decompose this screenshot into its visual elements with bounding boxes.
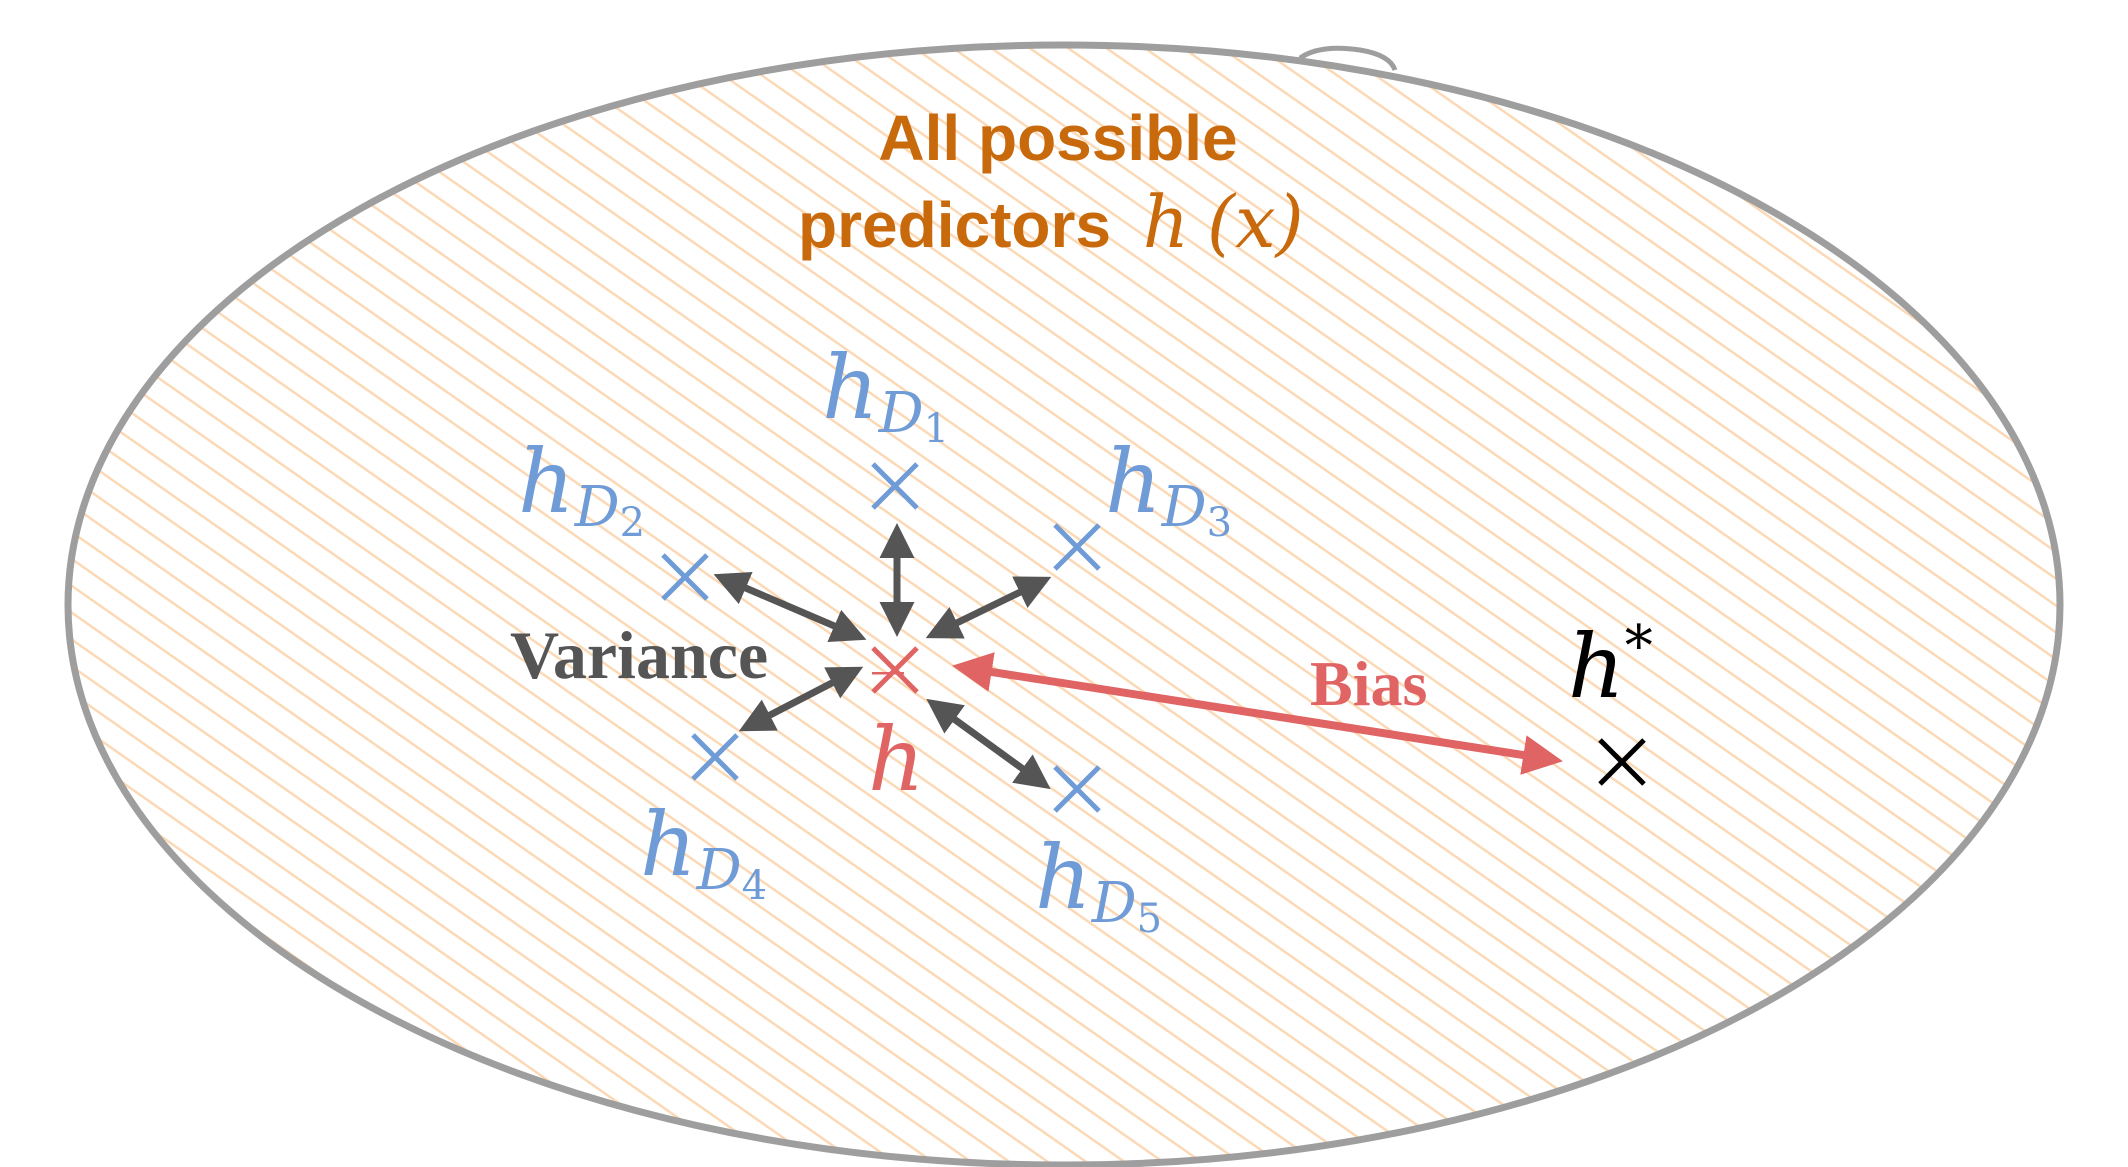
predictor-marks [661,462,1101,813]
predictor-label-5: hD5 [1035,826,1162,942]
title-line-1: All possible [878,102,1237,174]
predictor-cross-2 [661,553,709,601]
predictor-label-2: hD2 [518,430,645,546]
predictor-cross-5 [1053,765,1101,813]
title-line-2: predictors h (x) [798,180,1304,264]
target-cross [1598,738,1646,786]
mean-predictor-label: ‾ h [868,662,925,811]
predictor-space-fill [68,45,2060,1165]
mean-predictor-cross [871,646,919,694]
predictor-labels: hD1 hD2 hD3 hD4 hD5 [518,336,1232,942]
mean-predictor-base: h [868,708,925,811]
predictor-cross-1 [871,462,919,510]
predictor-label-1: hD1 [822,336,949,452]
title: All possible predictors h (x) [798,102,1304,264]
predictor-space-outline [64,41,2064,1167]
title-math-paren: (x) [1207,180,1304,264]
bias-label: Bias [1310,648,1427,719]
predictor-label-3: hD3 [1105,430,1232,546]
mean-predictor-bar: ‾ [872,662,904,736]
variance-label: Variance [510,617,768,693]
title-math-h: h [1143,180,1189,264]
variance-arrow-2 [713,571,867,643]
sketch-mark [1298,45,1398,72]
title-line-2-text: predictors [798,189,1111,261]
variance-arrow-4 [738,666,864,732]
bias-arrow [952,652,1563,775]
target-label: h* [1568,614,1653,718]
predictor-cross-3 [1053,523,1101,571]
variance-arrow-3 [925,576,1052,639]
predictor-cross-4 [691,733,739,781]
predictor-space [64,41,2064,1167]
predictor-label-4: hD4 [640,793,767,909]
